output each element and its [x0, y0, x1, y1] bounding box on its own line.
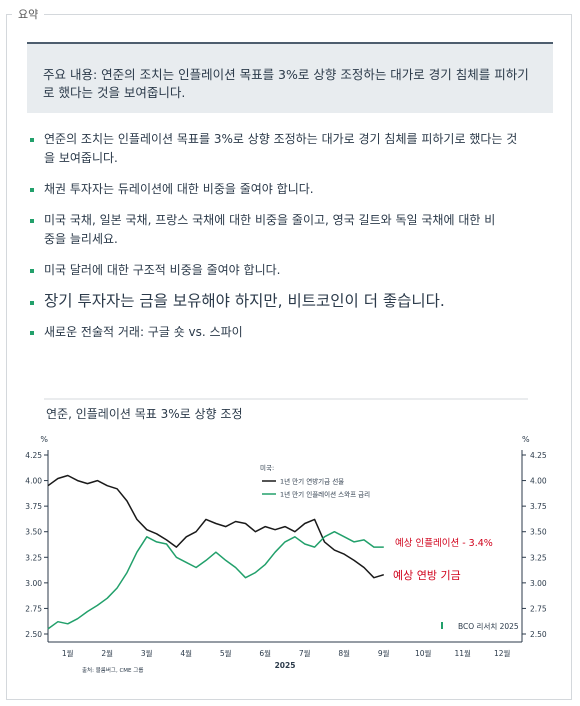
bullet: 새로운 전술적 거래: 구글 숏 vs. 스파이 [30, 323, 524, 342]
y-unit: % [40, 435, 48, 444]
annotation: 예상 연방 기금 [393, 569, 461, 582]
x-tick-label: 4월 [180, 648, 192, 658]
x-tick-label: 1월 [62, 648, 74, 658]
y2-tick-label: 2.75 [530, 604, 547, 613]
x-year: 2025 [275, 661, 296, 670]
x-tick-label: 8월 [338, 648, 350, 658]
section-frame [6, 14, 572, 700]
y2-tick-label: 3.50 [530, 528, 547, 537]
y2-unit: % [522, 435, 530, 444]
bullet: 연준의 조치는 인플레이션 목표를 3%로 상향 조정하는 대가로 경기 침체를… [30, 130, 524, 168]
bullet-list: 연준의 조치는 인플레이션 목표를 3%로 상향 조정하는 대가로 경기 침체를… [30, 130, 530, 354]
x-tick-label: 9월 [378, 648, 390, 658]
x-tick-label: 12월 [494, 648, 511, 658]
credit-mark [441, 622, 443, 629]
y2-tick-label: 3.25 [530, 553, 547, 562]
y-tick-label: 3.50 [25, 528, 42, 537]
x-tick-label: 5월 [220, 648, 232, 658]
legend-label: 1년 만기 연방기금 선물 [280, 477, 344, 486]
legend-label: 1년 만기 인플레이션 스와프 금리 [280, 490, 370, 499]
y2-tick-label: 4.00 [530, 477, 547, 486]
x-tick-label: 11월 [455, 648, 472, 658]
y-tick-label: 2.50 [25, 630, 42, 639]
bullet: 장기 투자자는 금을 보유해야 하지만, 비트코인이 더 좋습니다. [30, 292, 524, 311]
source: 출처: 블룸버그, CME 그룹 [82, 666, 143, 674]
chart: 연준, 인플레이션 목표 3%로 상향 조정 % % 2.50 2.75 3.00 3.2… [25, 398, 547, 674]
legend-title: 미국: [260, 463, 274, 472]
y-tick-label: 3.00 [25, 579, 42, 588]
annotation: 예상 인플레이션 - 3.4% [395, 538, 493, 549]
y2-tick-label: 3.00 [530, 579, 547, 588]
x-tick-label: 10월 [415, 648, 432, 658]
y2-tick-label: 4.25 [530, 451, 547, 460]
series-line [47, 530, 384, 630]
x-tick-label: 2월 [101, 648, 113, 658]
bullet: 미국 국채, 일본 국채, 프랑스 국채에 대한 비중을 줄이고, 영국 길트와… [30, 211, 499, 249]
x-tick-label: 6월 [259, 648, 271, 658]
credit: BCO 리서치 2025 [458, 622, 519, 631]
summary-text: 주요 내용: 연준의 조치는 인플레이션 목표를 3%로 상향 조정하는 대가로… [43, 67, 529, 100]
bullet: 채권 투자자는 듀레이션에 대한 비중을 줄여야 합니다. [30, 180, 524, 199]
section-label: 요약 [12, 6, 45, 22]
bullet: 미국 달러에 대한 구조적 비중을 줄여야 합니다. [30, 261, 524, 280]
y-tick-label: 3.25 [25, 553, 42, 562]
x-tick-label: 7월 [299, 648, 311, 658]
y-tick-label: 2.75 [25, 604, 42, 613]
y-tick-label: 4.25 [25, 451, 42, 460]
chart-title: 연준, 인플레이션 목표 3%로 상향 조정 [46, 407, 243, 421]
x-tick-label: 3월 [141, 648, 153, 658]
y-tick-label: 3.75 [25, 502, 42, 511]
summary-box: 주요 내용: 연준의 조치는 인플레이션 목표를 3%로 상향 조정하는 대가로… [27, 42, 553, 113]
series-line [47, 474, 385, 579]
y-tick-label: 4.00 [25, 477, 42, 486]
y2-tick-label: 2.50 [530, 630, 547, 639]
y2-tick-label: 3.75 [530, 502, 547, 511]
